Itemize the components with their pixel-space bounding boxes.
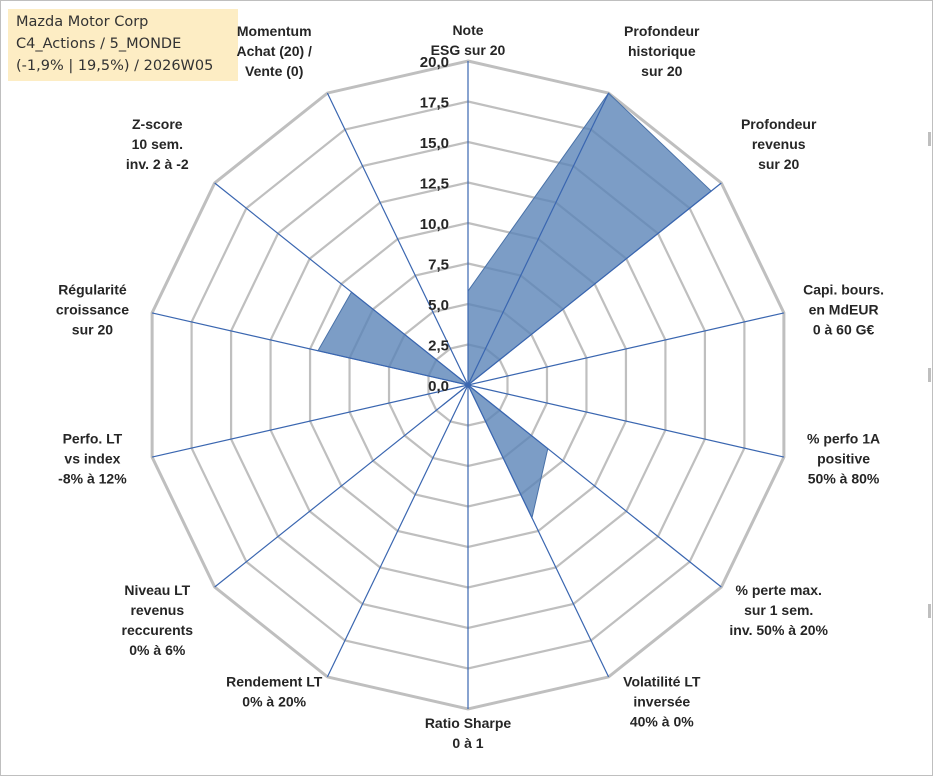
axis-label-line: reccurents [122,622,194,638]
axis-label-line: 0% à 20% [242,693,306,709]
tick-layer: 0,0 2,5 5,0 7,5 10,0 12,5 15,0 17,5 20,0 [420,54,449,395]
axis-label: Rendement LT 0% à 20% [226,673,323,709]
axis-label-line: sur 20 [641,63,682,79]
axis-label-line: 50% à 80% [808,470,880,486]
axis-spoke [467,384,785,458]
axis-label-line: sur 1 sem. [744,602,813,618]
axis-label-line: Momentum [237,23,312,39]
axis-label-line: -8% à 12% [58,470,127,486]
axis-spoke [214,182,469,386]
axis-label-line: historique [628,43,696,59]
axis-label: Volatilité LT inversée 40% à 0% [623,673,701,729]
axis-label-line: Rendement LT [226,673,323,689]
tick-label: 5,0 [428,297,449,314]
axis-label-line: 0% à 6% [129,642,186,658]
axis-label-line: 0 à 60 G€ [813,322,875,338]
axis-label-line: sur 20 [72,322,113,338]
axis-label-line: Ratio Sharpe [425,715,512,731]
axis-label: Ratio Sharpe 0 à 1 [425,715,512,751]
tick-label: 15,0 [420,135,449,152]
tick-label: 0,0 [428,378,449,395]
axis-label-line: inv. 50% à 20% [729,622,828,638]
axis-label: Profondeur revenus sur 20 [741,116,817,172]
info-company: Mazda Motor Corp [16,14,149,30]
axis-label-line: revenus [130,602,184,618]
axis-label-line: Vente (0) [245,63,303,79]
axis-label-line: Niveau LT [124,582,190,598]
info-range-week: (-1,9% | 19,5%) / 2026W05 [16,58,214,74]
axis-label-line: Z-score [132,116,183,132]
tick-label: 12,5 [420,176,449,193]
axis-label-line: croissance [56,302,129,318]
axis-label-line: vs index [64,450,120,466]
tick-label: 2,5 [428,338,449,355]
axis-label: Profondeur historique sur 20 [624,23,700,79]
axis-label-line: Achat (20) / [236,43,312,59]
axis-label: Momentum Achat (20) / Vente (0) [236,23,312,79]
axis-spoke [151,384,469,458]
axis-label-line: Perfo. LT [63,430,123,446]
tick-label: 20,0 [420,54,449,71]
axis-label: Note ESG sur 20 [431,22,506,58]
axis-label: Z-score 10 sem. inv. 2 à -2 [126,116,189,172]
axis-label: Capi. bours. en MdEUR 0 à 60 G€ [803,282,884,338]
edge-marker [928,132,931,146]
axis-label-line: % perfo 1A [807,430,880,446]
axis-label-line: ESG sur 20 [431,42,506,58]
spoke-layer [151,61,785,709]
tick-label: 10,0 [420,216,449,233]
axis-label-line: 40% à 0% [630,713,694,729]
axis-label-line: en MdEUR [809,302,879,318]
axis-label-line: 10 sem. [132,136,183,152]
axis-spoke [467,384,610,678]
axis-spoke [467,384,722,588]
axis-label-line: Capi. bours. [803,282,884,298]
axis-label-line: Régularité [58,282,127,298]
edge-marker [928,604,931,618]
axis-spoke [326,92,469,386]
axis-label: Régularité croissance sur 20 [56,282,129,338]
axis-spoke [214,384,469,588]
axis-spoke [326,384,469,678]
axis-spoke [467,92,610,386]
axis-label-line: % perte max. [736,582,822,598]
axis-spoke [467,312,785,386]
tick-label: 17,5 [420,95,449,112]
axis-label-line: Note [452,22,483,38]
axis-label-line: Volatilité LT [623,673,701,689]
info-category: C4_Actions / 5_MONDE [16,36,182,52]
info-box: Mazda Motor Corp C4_Actions / 5_MONDE (-… [8,9,238,81]
axis-label-line: inversée [633,693,690,709]
axis-label-line: 0 à 1 [452,735,483,751]
axis-label: Perfo. LT vs index -8% à 12% [58,430,127,486]
axis-label-line: positive [817,450,870,466]
axis-label-line: inv. 2 à -2 [126,156,189,172]
axis-label-line: revenus [752,136,806,152]
axis-label: Niveau LT revenus reccurents 0% à 6% [122,582,194,658]
axis-label: % perte max. sur 1 sem. inv. 50% à 20% [729,582,828,638]
axis-spoke [467,182,722,386]
label-layer: Note ESG sur 20 Profondeur historique sur 20… [56,22,884,751]
axis-label-line: Profondeur [624,23,700,39]
axis-label: % perfo 1A positive 50% à 80% [807,430,880,486]
axis-label-line: Profondeur [741,116,817,132]
edge-marker [928,368,931,382]
axis-spoke [151,312,469,386]
tick-label: 7,5 [428,257,449,274]
axis-label-line: sur 20 [758,156,799,172]
